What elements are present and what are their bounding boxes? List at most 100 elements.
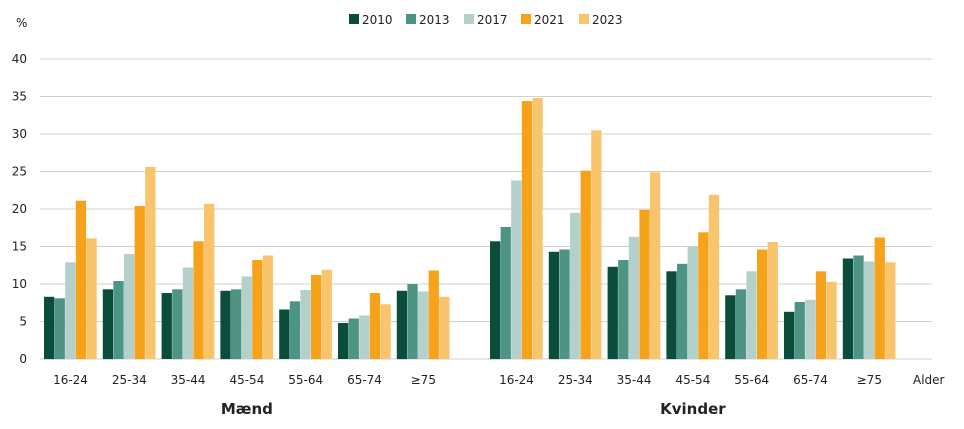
x-tick-label: 45-54 xyxy=(229,373,264,387)
bar-Kvinder-≥75-2021 xyxy=(874,237,885,359)
y-tick-label: 10 xyxy=(12,277,27,291)
bar-Mænd-45-54-2021 xyxy=(252,260,263,359)
legend-label-2021: 2021 xyxy=(534,13,565,27)
bar-Mænd-16-24-2013 xyxy=(54,298,65,360)
bar-Kvinder-35-44-2017 xyxy=(628,236,640,360)
x-axis: Alder 16-24 25-34 35-44 45-54 55-64 65-74 ≥75 1… xyxy=(53,373,944,387)
bar-Mænd-16-24-2017 xyxy=(65,262,76,360)
legend-swatch-2021 xyxy=(521,14,531,24)
legend-swatch-2013 xyxy=(406,14,416,24)
x-tick-label: ≥75 xyxy=(411,373,436,387)
bar-Mænd-≥75-2023 xyxy=(439,296,450,360)
bar-Mænd-16-24-2010 xyxy=(44,296,55,360)
bar-Mænd-45-54-2017 xyxy=(241,276,252,359)
x-tick-label: 25-34 xyxy=(558,373,593,387)
group-labels: Mænd Kvinder xyxy=(221,400,726,418)
bar-Mænd-≥75-2010 xyxy=(396,290,408,360)
x-tick-label: ≥75 xyxy=(857,373,882,387)
bar-Mænd-16-24-2021 xyxy=(75,200,87,359)
bar-Mænd-55-64-2023 xyxy=(321,269,332,360)
y-axis-label: % xyxy=(16,16,27,30)
x-tick-label: 35-44 xyxy=(617,373,652,387)
x-tick-label: 16-24 xyxy=(499,373,534,387)
bar-Kvinder-55-64-2023 xyxy=(767,242,778,359)
x-tick-label: 35-44 xyxy=(171,373,206,387)
bar-Kvinder-16-24-2023 xyxy=(532,98,543,359)
bar-Kvinder-65-74-2010 xyxy=(784,311,795,360)
bar-Mænd-≥75-2013 xyxy=(407,284,418,359)
legend-label-2023: 2023 xyxy=(592,13,623,27)
bar-Kvinder-45-54-2021 xyxy=(698,232,709,360)
bar-Kvinder-≥75-2023 xyxy=(885,262,896,360)
y-tick-label: 30 xyxy=(12,127,27,141)
y-tick-label: 15 xyxy=(12,240,27,254)
bar-Mænd-65-74-2013 xyxy=(348,318,359,359)
bar-Mænd-65-74-2010 xyxy=(338,323,349,359)
bar-Mænd-25-34-2021 xyxy=(134,206,145,359)
bar-Mænd-55-64-2013 xyxy=(289,301,301,360)
y-tick-label: 35 xyxy=(12,90,27,104)
legend-label-2013: 2013 xyxy=(419,13,450,27)
bar-Kvinder-35-44-2021 xyxy=(639,209,650,359)
bar-Mænd-35-44-2010 xyxy=(161,293,172,359)
bar-Kvinder-45-54-2013 xyxy=(677,263,688,360)
x-axis-label: Alder xyxy=(913,373,945,387)
bar-Kvinder-65-74-2013 xyxy=(794,302,805,359)
bar-Mænd-25-34-2023 xyxy=(145,167,156,359)
legend-swatch-2023 xyxy=(579,14,589,24)
bar-Kvinder-65-74-2017 xyxy=(805,299,816,360)
bar-Kvinder-55-64-2021 xyxy=(757,249,768,359)
bar-Mænd-35-44-2023 xyxy=(204,203,215,360)
bar-Mænd-25-34-2017 xyxy=(124,254,135,359)
bar-Kvinder-16-24-2017 xyxy=(511,180,522,359)
bar-Kvinder-16-24-2010 xyxy=(490,241,501,360)
bar-Kvinder-35-44-2013 xyxy=(618,260,629,359)
bars xyxy=(44,98,896,360)
bar-Mænd-55-64-2017 xyxy=(300,290,311,359)
bar-Kvinder-16-24-2021 xyxy=(521,101,533,359)
bar-Mænd-≥75-2021 xyxy=(428,270,439,359)
bar-Kvinder-45-54-2023 xyxy=(708,194,720,360)
bar-Kvinder-65-74-2023 xyxy=(826,281,837,360)
x-tick-label: 65-74 xyxy=(793,373,828,387)
legend-swatch-2010 xyxy=(349,14,359,24)
bar-Kvinder-≥75-2013 xyxy=(853,255,864,359)
y-tick-label: 25 xyxy=(12,165,27,179)
bar-Kvinder-55-64-2013 xyxy=(735,289,747,360)
bar-Kvinder-25-34-2013 xyxy=(559,249,570,359)
bar-Kvinder-25-34-2023 xyxy=(591,130,602,360)
bar-Mænd-35-44-2017 xyxy=(182,267,194,359)
bar-Mænd-65-74-2017 xyxy=(359,315,370,359)
bar-Mænd-65-74-2023 xyxy=(380,304,391,360)
group-label: Mænd xyxy=(221,400,273,418)
bar-Kvinder-25-34-2010 xyxy=(548,251,560,360)
x-tick-label: 65-74 xyxy=(347,373,382,387)
legend-label-2017: 2017 xyxy=(477,13,508,27)
bar-Mænd-25-34-2010 xyxy=(102,289,114,360)
bar-Kvinder-35-44-2023 xyxy=(650,172,661,359)
y-tick-label: 20 xyxy=(12,202,27,216)
y-tick-label: 5 xyxy=(19,315,27,329)
legend-swatch-2017 xyxy=(464,14,474,24)
bar-Kvinder-55-64-2017 xyxy=(746,271,757,360)
bar-Mænd-45-54-2023 xyxy=(262,255,274,359)
bar-Mænd-55-64-2021 xyxy=(311,275,322,359)
bar-Kvinder-45-54-2017 xyxy=(687,246,698,359)
x-tick-label: 55-64 xyxy=(288,373,323,387)
bar-Kvinder-25-34-2017 xyxy=(570,212,581,360)
bar-Kvinder-35-44-2010 xyxy=(607,266,618,360)
bar-Kvinder-≥75-2010 xyxy=(842,258,854,359)
bar-Kvinder-65-74-2021 xyxy=(815,271,827,360)
bar-Kvinder-55-64-2010 xyxy=(725,295,736,360)
x-tick-label: 45-54 xyxy=(675,373,710,387)
bar-Mænd-≥75-2017 xyxy=(418,291,429,359)
bar-Mænd-25-34-2013 xyxy=(113,281,124,359)
x-tick-label: 16-24 xyxy=(53,373,88,387)
bar-Mænd-35-44-2021 xyxy=(193,241,204,360)
bar-Mænd-16-24-2023 xyxy=(86,238,97,360)
bar-Kvinder-16-24-2013 xyxy=(500,227,511,359)
bar-Mænd-35-44-2013 xyxy=(172,289,183,360)
bar-Mænd-55-64-2010 xyxy=(279,309,290,359)
x-tick-label: 55-64 xyxy=(734,373,769,387)
